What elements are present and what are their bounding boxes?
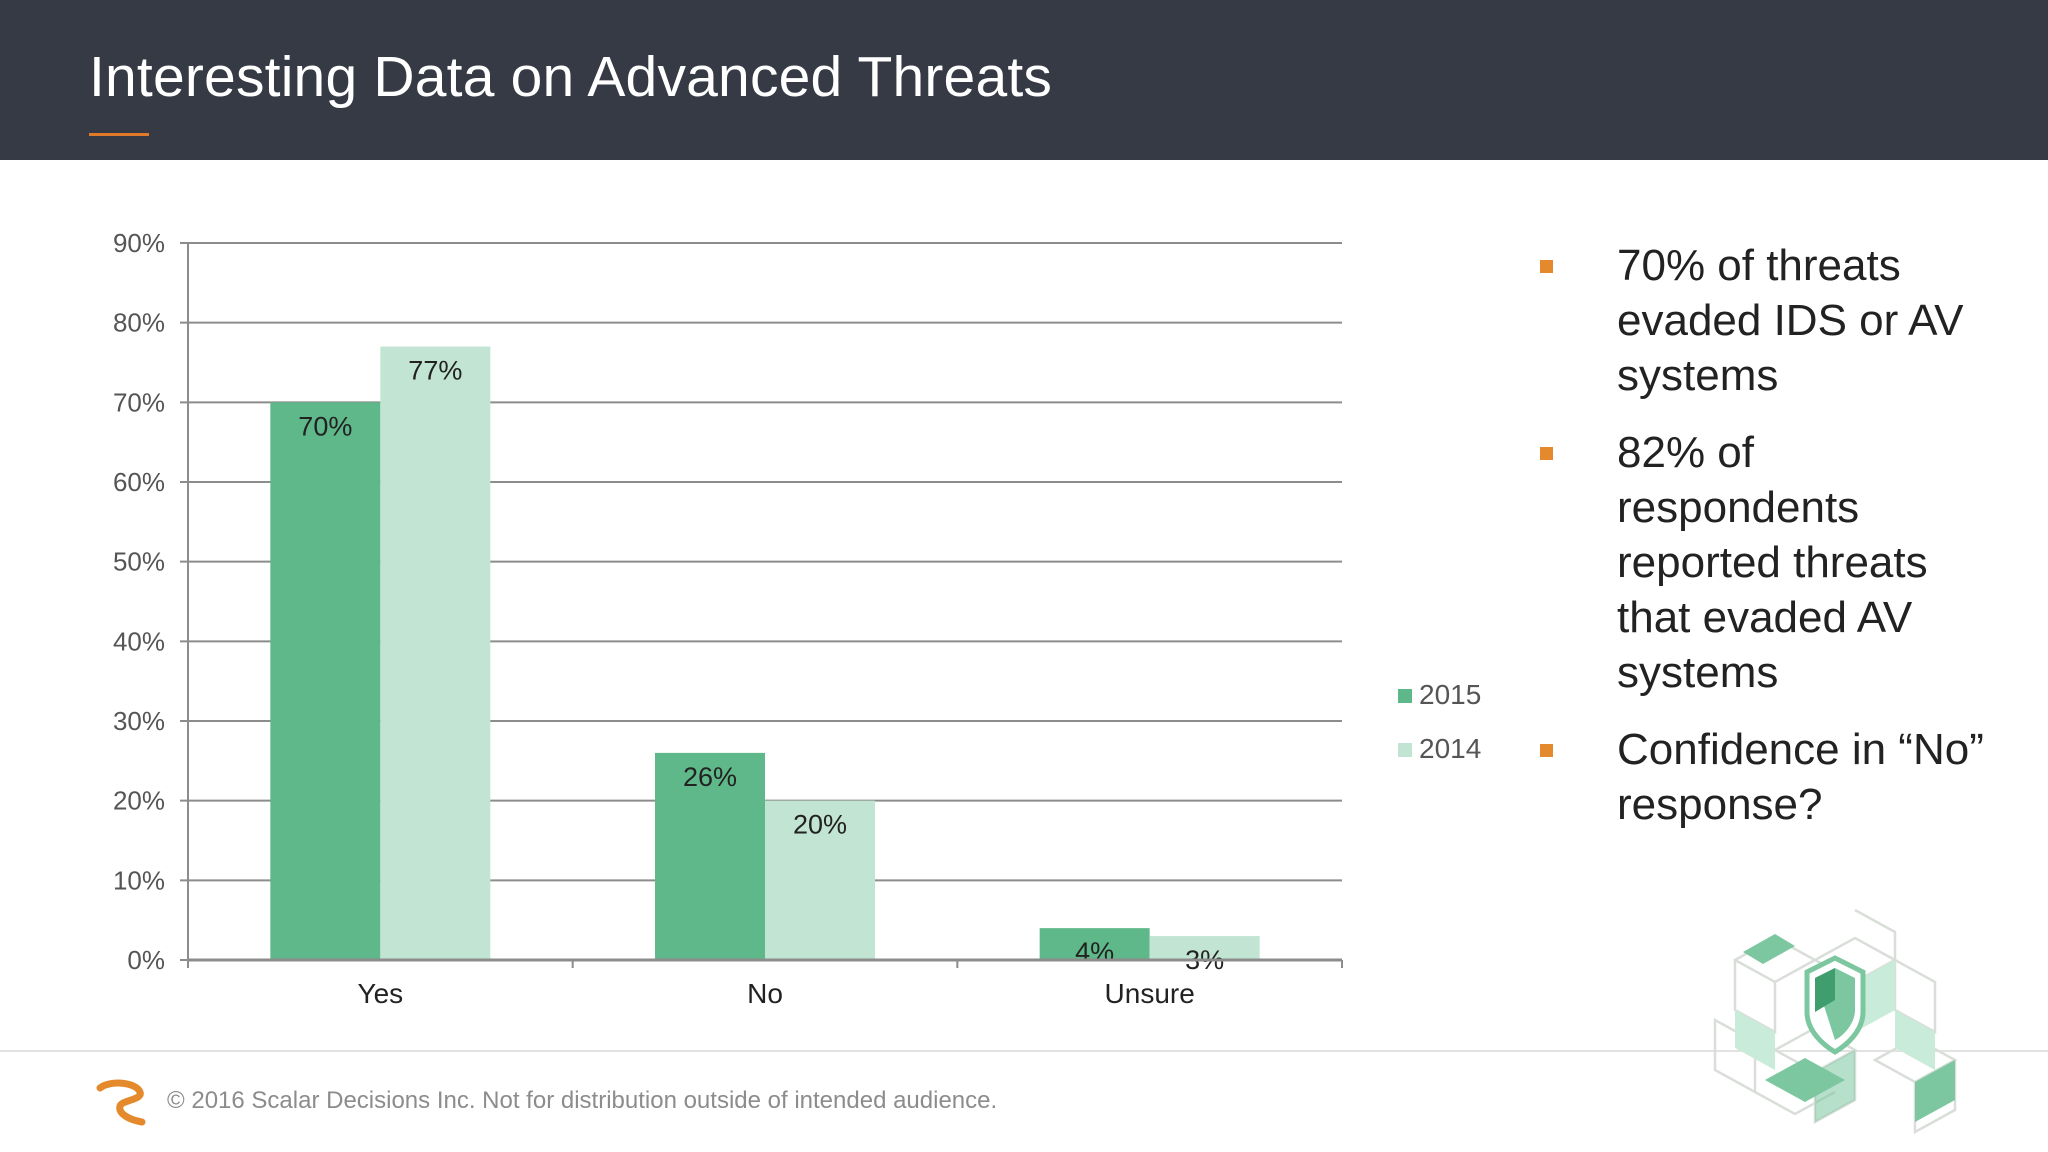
bullet-item: 70% of threats evaded IDS or AV systems [1540, 238, 2000, 403]
bullet-list: 70% of threats evaded IDS or AV systems … [1540, 238, 2000, 854]
x-category-label: Unsure [1105, 978, 1195, 1009]
data-label: 70% [298, 411, 352, 441]
x-category-label: No [747, 978, 783, 1009]
legend-label-2014: 2014 [1419, 733, 1481, 764]
bullet-text: 70% of threats evaded IDS or AV systems [1617, 241, 1964, 400]
slide-title: Interesting Data on Advanced Threats [89, 45, 1053, 109]
y-tick-label: 30% [113, 706, 165, 736]
title-bar [0, 0, 2048, 160]
legend-swatch-2014 [1398, 743, 1412, 757]
bullet-text: 82% of respondents reported threats that… [1617, 428, 1928, 697]
bar-2014-yes [380, 346, 491, 960]
isometric-shield-icon [1713, 908, 1958, 1135]
title-underline [89, 133, 149, 136]
bar-2014-unsure [1149, 936, 1260, 960]
bullet-item: Confidence in “No” response? [1540, 722, 2000, 832]
bar-2015-unsure [1039, 928, 1150, 960]
bullet-square-icon [1540, 744, 1553, 757]
data-label: 77% [408, 356, 462, 386]
bullet-square-icon [1540, 260, 1553, 273]
bullet-square-icon [1540, 447, 1553, 460]
y-tick-label: 50% [113, 547, 165, 577]
y-tick-label: 0% [127, 945, 165, 975]
data-label: 26% [683, 762, 737, 792]
scalar-logo-icon [96, 1079, 146, 1126]
data-label: 4% [1075, 937, 1114, 967]
y-tick-label: 80% [113, 308, 165, 338]
legend-label-2015: 2015 [1419, 679, 1481, 710]
bullet-item: 82% of respondents reported threats that… [1540, 425, 2000, 700]
bar-2014-no [765, 800, 875, 960]
x-category-label: Yes [357, 978, 403, 1009]
legend-swatch-2015 [1398, 689, 1412, 703]
y-tick-label: 10% [113, 865, 165, 895]
bar-chart: 0% 10% 20% 30% 40% 50% 60% 70% 80% 90% 70% 77% Yes 26… [113, 228, 1481, 1009]
y-tick-label: 40% [113, 626, 165, 656]
y-tick-label: 20% [113, 786, 165, 816]
bar-2015-no [655, 752, 765, 960]
copyright-footer: © 2016 Scalar Decisions Inc. Not for dis… [167, 1087, 998, 1114]
y-tick-label: 90% [113, 228, 165, 258]
y-tick-label: 60% [113, 467, 165, 497]
bar-2015-yes [270, 402, 381, 960]
y-tick-label: 70% [113, 387, 165, 417]
bullet-text: Confidence in “No” response? [1617, 725, 1984, 829]
data-label: 20% [793, 810, 847, 840]
footer-divider [0, 1050, 2048, 1052]
